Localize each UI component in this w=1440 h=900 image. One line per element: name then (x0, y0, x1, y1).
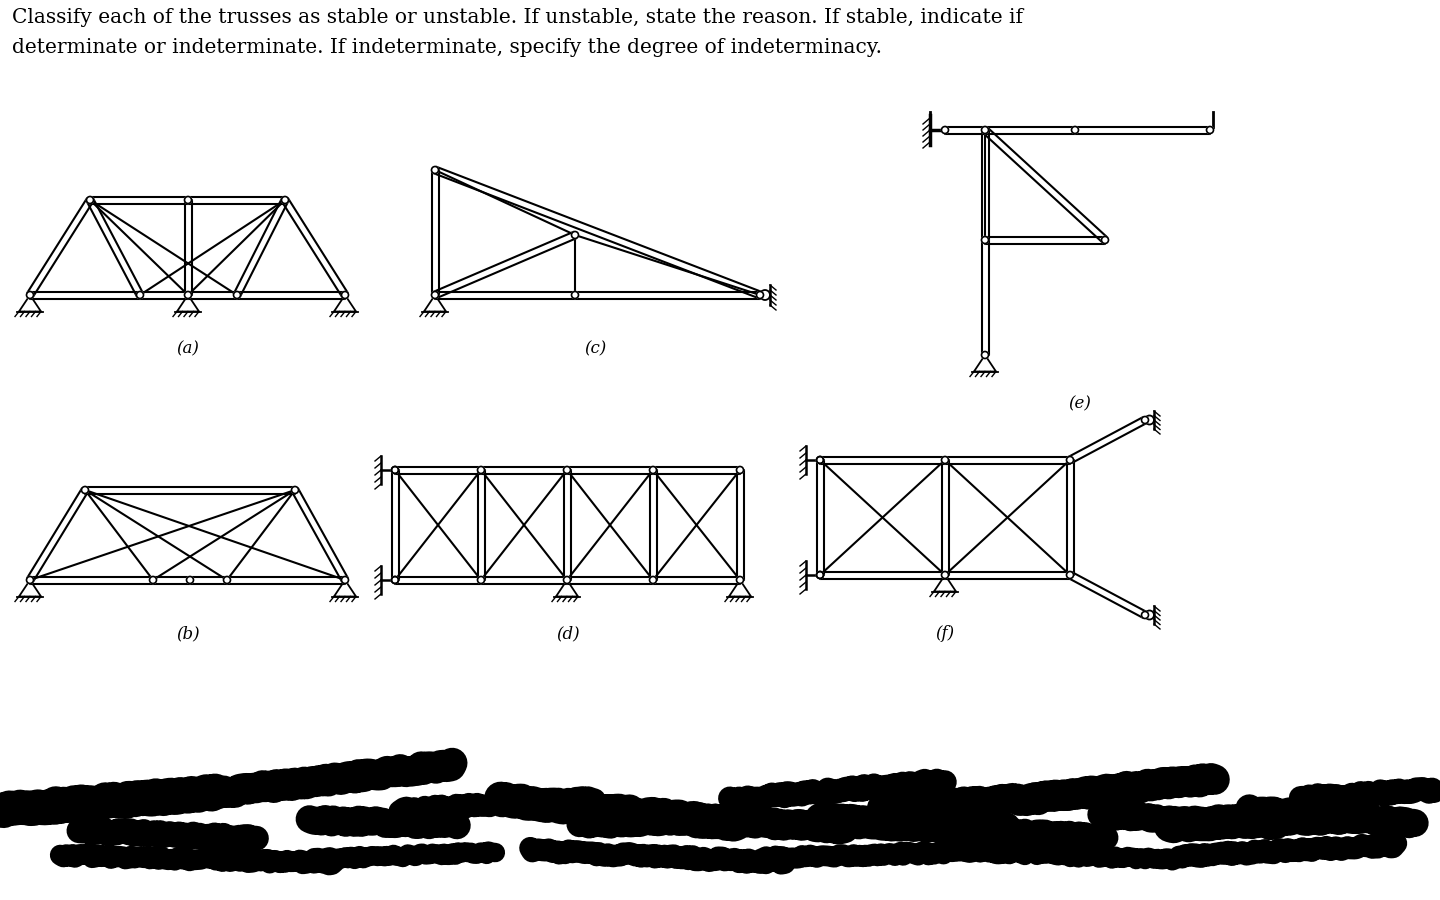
Circle shape (26, 292, 33, 299)
Circle shape (392, 577, 399, 583)
Circle shape (281, 196, 288, 203)
Circle shape (816, 456, 824, 464)
Circle shape (649, 466, 657, 473)
Circle shape (649, 577, 657, 583)
Circle shape (392, 466, 399, 473)
Circle shape (1142, 611, 1149, 618)
Circle shape (942, 572, 949, 579)
Circle shape (572, 292, 579, 299)
Text: (b): (b) (176, 625, 200, 642)
Circle shape (1067, 572, 1073, 579)
Circle shape (982, 127, 988, 133)
Circle shape (1071, 127, 1079, 133)
Circle shape (942, 456, 949, 464)
Circle shape (982, 237, 988, 244)
Circle shape (736, 577, 743, 583)
Circle shape (341, 577, 348, 583)
Circle shape (341, 292, 348, 299)
Circle shape (392, 466, 399, 473)
Circle shape (816, 456, 824, 464)
Circle shape (1102, 237, 1109, 244)
Circle shape (816, 572, 824, 579)
Circle shape (756, 292, 763, 299)
Circle shape (1067, 456, 1073, 464)
Circle shape (563, 466, 570, 473)
Circle shape (572, 231, 579, 239)
Circle shape (184, 292, 192, 299)
Circle shape (1142, 417, 1149, 424)
Circle shape (82, 487, 88, 493)
Circle shape (1207, 127, 1214, 133)
Circle shape (150, 577, 157, 583)
Circle shape (736, 466, 743, 473)
Circle shape (233, 292, 240, 299)
Circle shape (86, 196, 94, 203)
Text: (c): (c) (583, 340, 606, 357)
Circle shape (184, 196, 192, 203)
Text: Classify each of the trusses as stable or unstable. If unstable, state the reaso: Classify each of the trusses as stable o… (12, 8, 1022, 27)
Circle shape (223, 577, 230, 583)
Circle shape (478, 466, 484, 473)
Circle shape (432, 292, 439, 299)
Text: (a): (a) (177, 340, 199, 357)
Circle shape (942, 127, 949, 133)
Circle shape (982, 352, 988, 358)
Circle shape (26, 577, 33, 583)
Circle shape (291, 487, 298, 493)
Circle shape (478, 577, 484, 583)
Text: determinate or indeterminate. If indeterminate, specify the degree of indetermin: determinate or indeterminate. If indeter… (12, 38, 881, 57)
Text: (f): (f) (936, 625, 955, 642)
Circle shape (816, 572, 824, 579)
Circle shape (432, 166, 439, 174)
Circle shape (187, 577, 193, 583)
Circle shape (392, 577, 399, 583)
Text: (d): (d) (556, 625, 580, 642)
Text: (e): (e) (1068, 395, 1092, 412)
Circle shape (137, 292, 144, 299)
Circle shape (563, 577, 570, 583)
